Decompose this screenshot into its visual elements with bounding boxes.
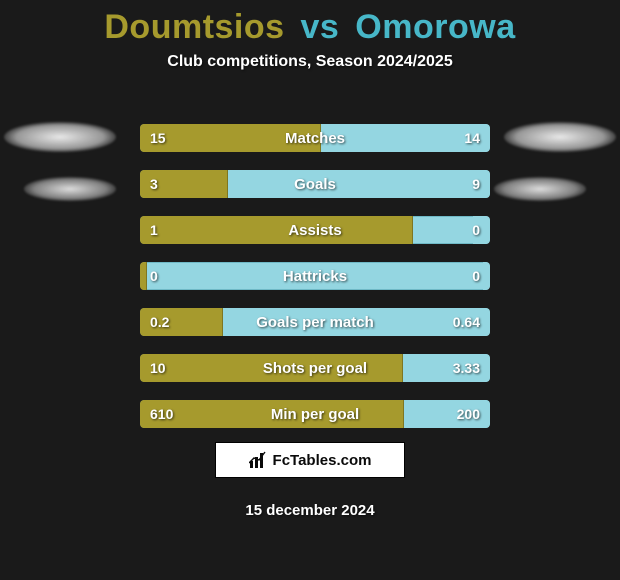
bar-right-fill — [483, 262, 490, 290]
watermark-chart-icon — [249, 451, 267, 469]
subtitle: Club competitions, Season 2024/2025 — [0, 53, 620, 71]
bar-left-fill — [140, 216, 413, 244]
title-vs: vs — [301, 8, 340, 46]
comparison-title: Doumtsios vs Omorowa — [0, 0, 620, 47]
stat-row: 610200Min per goal — [140, 400, 490, 428]
player2-name: Omorowa — [355, 8, 515, 46]
player2-halo-outer — [504, 122, 616, 152]
stat-row: 00Hattricks — [140, 262, 490, 290]
bar-right-fill — [223, 308, 490, 336]
bar-left-fill — [140, 124, 321, 152]
bar-right-fill — [404, 400, 490, 428]
stats-bars: 1514Matches 39Goals 10Assists 00Hattricks 0.… — [140, 124, 490, 446]
stat-row: 1514Matches — [140, 124, 490, 152]
watermark: FcTables.com — [215, 442, 405, 478]
bar-right-fill — [473, 216, 491, 244]
bar-right-fill — [228, 170, 491, 198]
watermark-text: FcTables.com — [273, 452, 372, 469]
player1-halo-outer — [4, 122, 116, 152]
stat-row: 103.33Shots per goal — [140, 354, 490, 382]
player2-halo-inner — [494, 177, 586, 201]
bar-left-fill — [140, 400, 404, 428]
date-label: 15 december 2024 — [0, 502, 620, 519]
stat-row: 39Goals — [140, 170, 490, 198]
player1-name: Doumtsios — [104, 8, 284, 46]
bar-right-fill — [403, 354, 491, 382]
bar-left-fill — [140, 262, 147, 290]
stat-row: 0.20.64Goals per match — [140, 308, 490, 336]
bar-left-fill — [140, 308, 223, 336]
bar-left-fill — [140, 170, 228, 198]
stat-row: 10Assists — [140, 216, 490, 244]
player1-halo-inner — [24, 177, 116, 201]
bar-right-fill — [321, 124, 490, 152]
bar-left-fill — [140, 354, 403, 382]
bar-track — [140, 262, 490, 290]
